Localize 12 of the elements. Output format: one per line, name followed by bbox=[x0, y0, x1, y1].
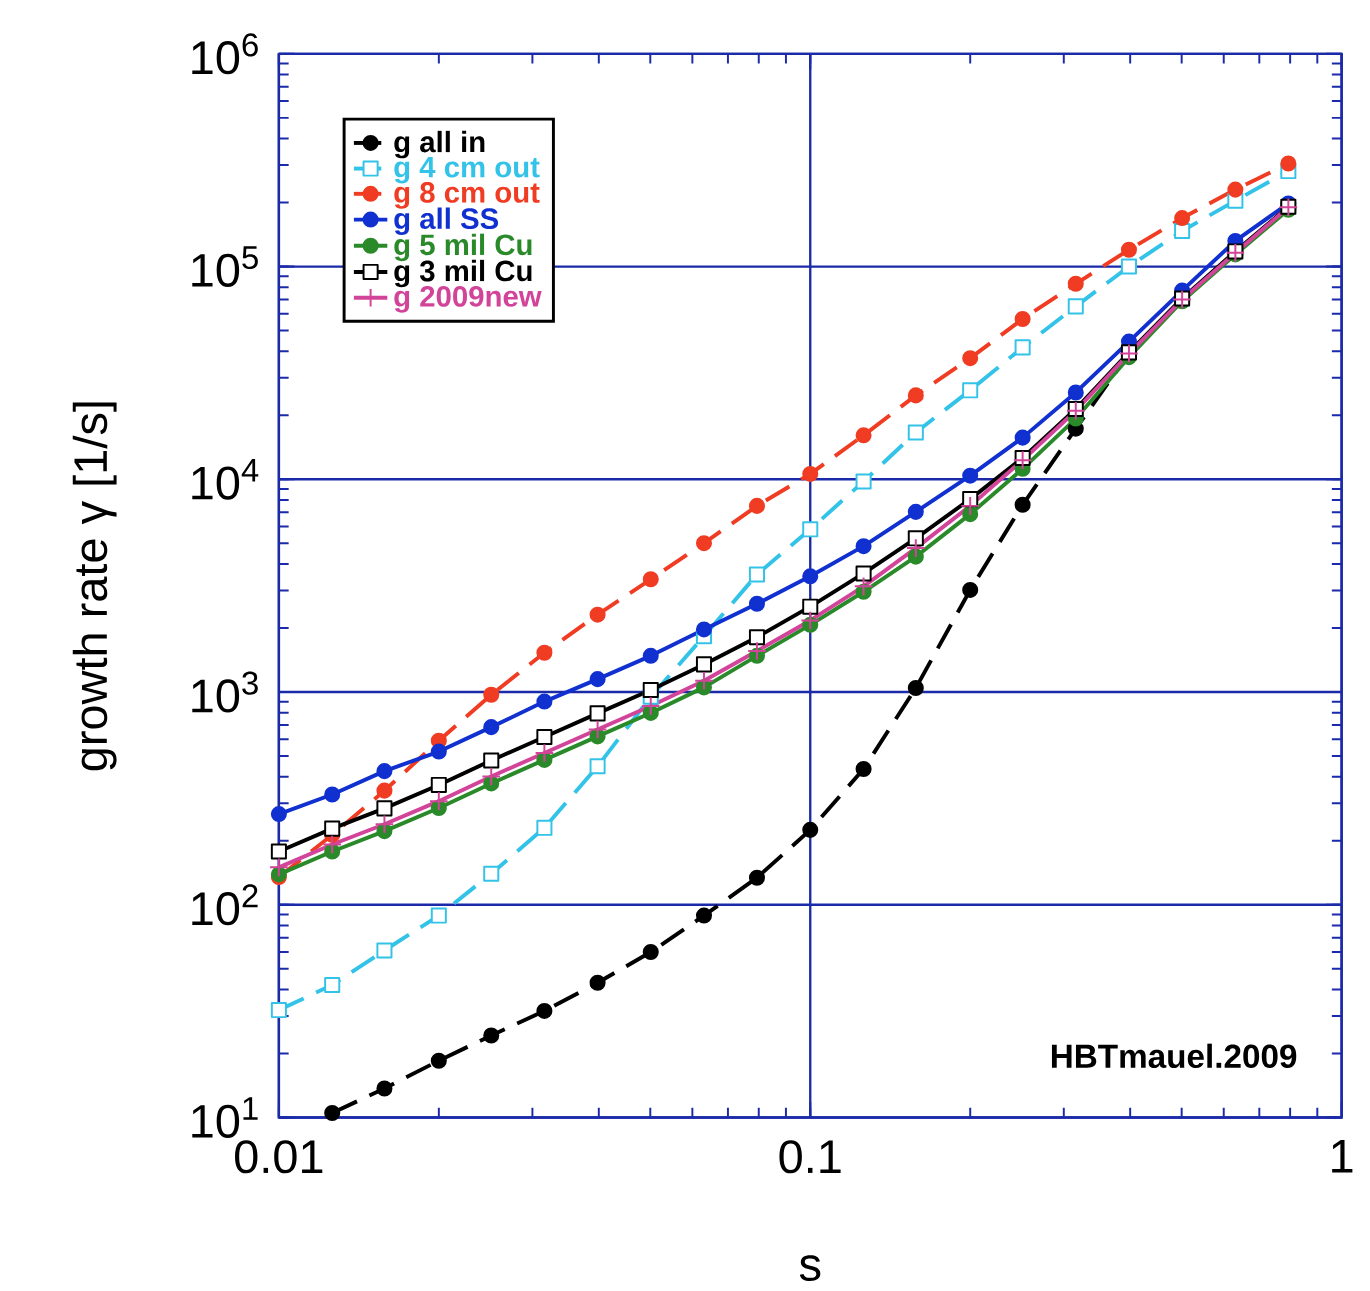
x-axis-title: s bbox=[799, 1255, 821, 1282]
y-tick-label: 10$^{5}$ bbox=[192, 246, 258, 288]
y-tick-label: 10$^{3}$ bbox=[192, 671, 258, 713]
annotation: HBTmauel.2009 bbox=[1051, 1043, 1297, 1069]
y-axis-title: growth rate γ [1/s] bbox=[72, 402, 117, 771]
x-tick-label: 0.1 bbox=[779, 1140, 841, 1174]
x-tick-label: 0.01 bbox=[235, 1140, 323, 1174]
y-tick-label: 10$^{1}$ bbox=[192, 1097, 258, 1139]
x-tick-label: 1 bbox=[1332, 1140, 1353, 1173]
y-tick-label: 10$^{4}$ bbox=[192, 459, 259, 500]
y-tick-label: 10$^{2}$ bbox=[192, 884, 258, 926]
y-tick-label: 10$^{6}$ bbox=[192, 33, 258, 75]
